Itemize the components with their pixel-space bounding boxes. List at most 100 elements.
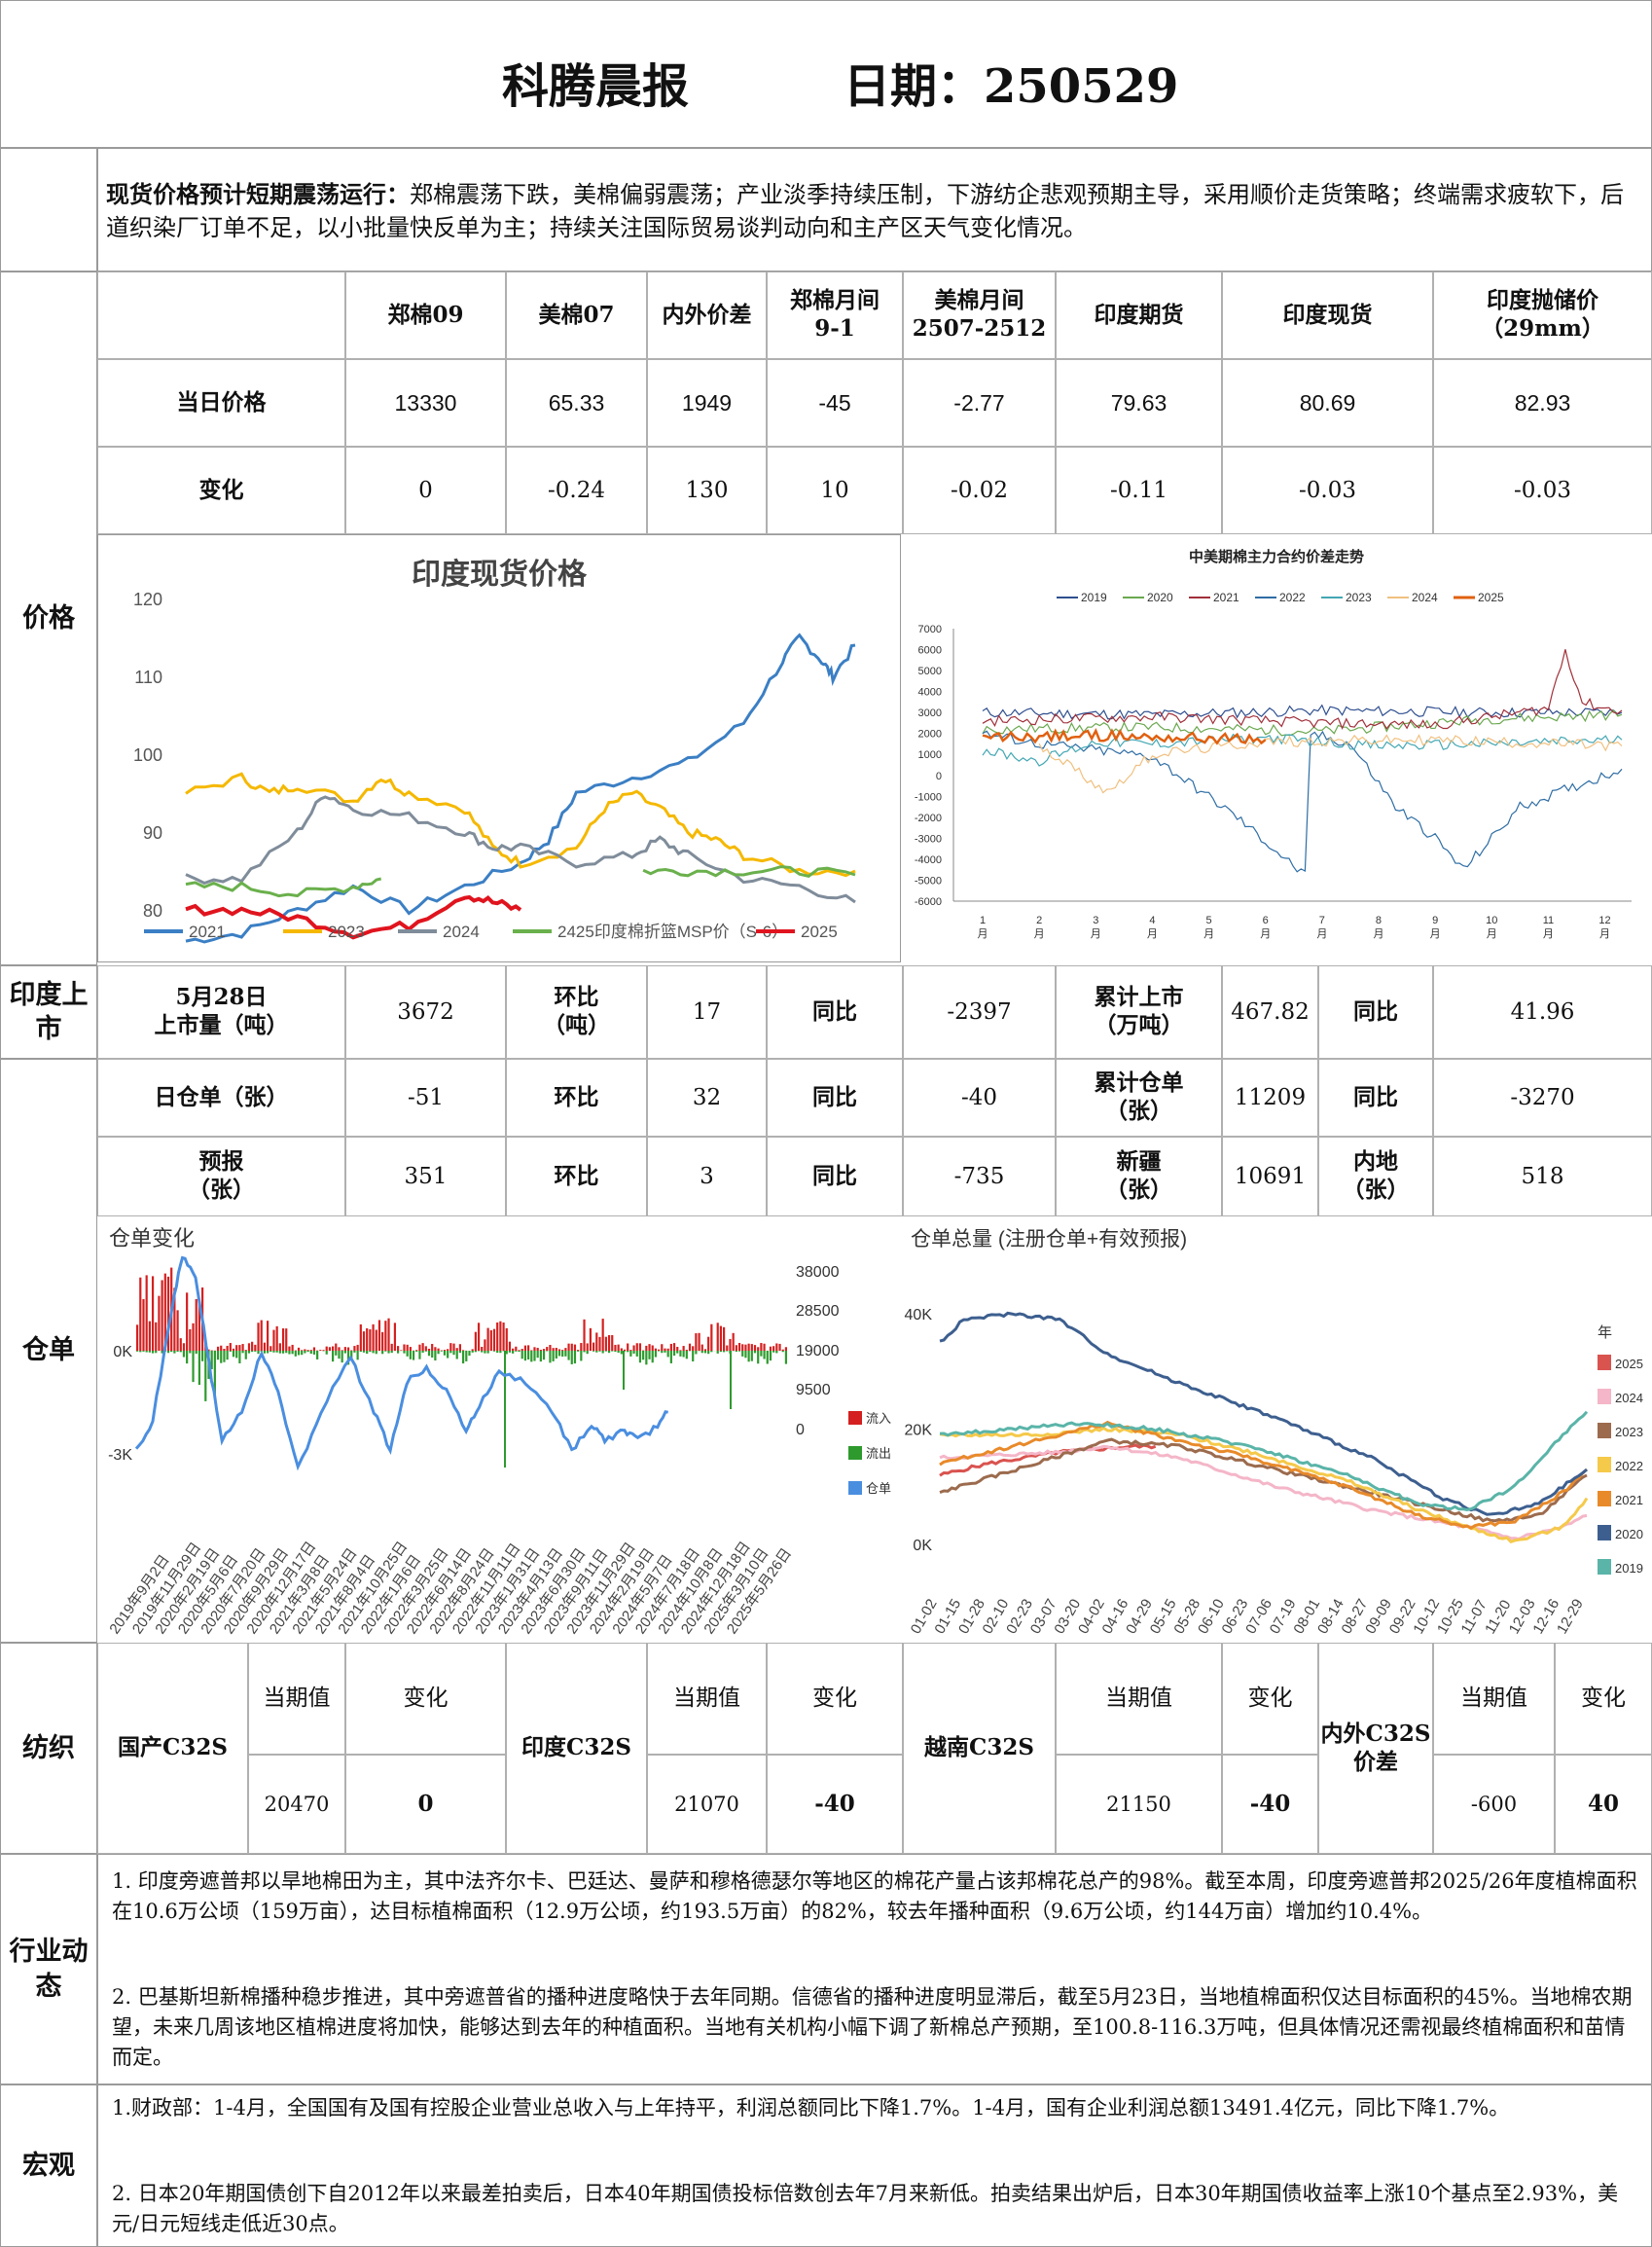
wr-change-outflow-bar	[499, 1351, 502, 1354]
wr-change-outflow-bar	[654, 1351, 658, 1358]
wr-change-inflow-bar	[278, 1343, 281, 1351]
wr-change-y-right-tick: 0	[796, 1422, 805, 1438]
wr-change-inflow-bar	[275, 1325, 278, 1351]
wr-change-outflow-bar	[753, 1351, 757, 1354]
wr-change-inflow-bar	[427, 1348, 431, 1351]
warehouse-r2-cell-7: 新疆 （张）	[1056, 1137, 1222, 1216]
price-header-1: 郑棉09	[345, 272, 506, 359]
india-market-cell-9: 同比	[1318, 965, 1433, 1059]
wr-change-outflow-spike	[504, 1351, 506, 1468]
wr-change-inflow-bar	[719, 1325, 723, 1351]
yarn-name-3: 越南C32S	[903, 1643, 1056, 1854]
wr-change-inflow-bar	[353, 1346, 356, 1351]
wr-change-outflow-bar	[409, 1351, 412, 1359]
india-market-cell-7: 累计上市 （万吨）	[1056, 965, 1222, 1059]
wr-change-inflow-bar	[400, 1350, 403, 1351]
wr-change-inflow-bar	[269, 1346, 272, 1351]
wr-change-outflow-bar	[462, 1351, 465, 1364]
wr-change-inflow-bar	[377, 1320, 381, 1351]
india-legend-label: 2025	[801, 923, 838, 941]
wr-change-outflow-bar	[372, 1351, 375, 1354]
wr-change-outflow-bar	[784, 1351, 788, 1364]
wr-change-inflow-bar	[729, 1338, 732, 1351]
wr-change-outflow-spike	[730, 1351, 732, 1409]
wr-change-outflow-bar	[781, 1351, 784, 1353]
spread-legend-label: 2025	[1478, 591, 1504, 604]
wr-change-outflow-bar	[452, 1351, 455, 1356]
wr-total-series-line	[939, 1426, 1589, 1544]
wr-change-outflow-bar	[384, 1351, 387, 1352]
wr-change-inflow-bar	[580, 1343, 583, 1351]
india-market-cell-4: 17	[647, 965, 767, 1059]
wr-change-outflow-bar	[607, 1351, 611, 1354]
wr-change-inflow-bar	[601, 1319, 604, 1351]
wr-change-outflow-bar	[427, 1351, 431, 1357]
wr-total-legend-swatch	[1598, 1457, 1611, 1472]
wr-change-outflow-bar	[627, 1351, 629, 1353]
wr-change-inflow-bar	[698, 1332, 700, 1351]
wr-change-outflow-bar	[306, 1351, 309, 1353]
wr-change-inflow-bar	[452, 1343, 455, 1351]
wr-change-outflow-bar	[161, 1351, 163, 1354]
wr-change-outflow-bar	[316, 1351, 319, 1359]
wr-change-inflow-bar	[384, 1321, 387, 1351]
spread-x-tick: 8	[1376, 915, 1382, 926]
wr-change-outflow-bar	[390, 1351, 393, 1354]
wr-change-inflow-bar	[648, 1344, 651, 1351]
wr-change-legend-swatch	[848, 1411, 862, 1425]
wr-change-inflow-bar	[254, 1344, 257, 1351]
wr-change-outflow-bar	[760, 1351, 763, 1357]
yarn-header-current-3: 当期值	[1056, 1643, 1222, 1755]
wr-change-inflow-bar	[458, 1344, 462, 1351]
wr-change-outflow-bar	[375, 1351, 377, 1355]
wr-change-inflow-bar	[744, 1344, 747, 1351]
yarn-name-2: 印度C32S	[506, 1643, 647, 1854]
spread-x-tick: 5	[1206, 915, 1212, 926]
wr-change-outflow-bar	[186, 1351, 189, 1364]
wr-change-outflow-bar	[213, 1351, 216, 1395]
wr-change-inflow-bar	[583, 1319, 586, 1351]
wr-change-outflow-bar	[632, 1351, 635, 1354]
wr-total-legend-label: 2021	[1615, 1493, 1643, 1507]
wr-change-inflow-bar	[658, 1349, 661, 1351]
wr-change-total-line	[134, 1255, 668, 1471]
section-price: 价格	[0, 272, 97, 965]
spread-y-tick: 6000	[918, 645, 942, 657]
wr-change-outflow-bar	[195, 1351, 198, 1355]
warehouse-r1-cell-2: -51	[345, 1059, 506, 1137]
industry-box: 1. 印度旁遮普邦以旱地棉田为主，其中法齐尔卡、巴廷达、曼萨和穆格德瑟尔等地区的…	[97, 1854, 1652, 2084]
wr-change-inflow-bar	[263, 1342, 267, 1351]
wr-change-inflow-bar	[346, 1347, 350, 1351]
wr-change-inflow-bar	[747, 1343, 750, 1351]
wr-change-outflow-bar	[210, 1351, 213, 1369]
wr-change-outflow-bar	[332, 1351, 335, 1362]
wr-total-legend-swatch	[1598, 1559, 1611, 1575]
warehouse-r1-cell-5: 同比	[767, 1059, 903, 1137]
wr-change-outflow-bar	[418, 1351, 421, 1359]
wr-change-inflow-bar	[595, 1332, 598, 1351]
wr-change-outflow-bar	[223, 1351, 226, 1362]
yarn-value-current-4: -600	[1433, 1755, 1555, 1854]
warehouse-r1-cell-8: 11209	[1222, 1059, 1318, 1137]
price-row2-label: 变化	[97, 447, 345, 534]
yarn-value-current-3: 21150	[1056, 1755, 1222, 1854]
wr-change-inflow-bar	[732, 1332, 735, 1351]
wr-change-outflow-bar	[672, 1351, 676, 1357]
wr-change-outflow-bar	[468, 1351, 471, 1357]
wr-change-inflow-bar	[700, 1344, 703, 1351]
wr-change-inflow-bar	[707, 1336, 710, 1351]
wr-change-outflow-bar	[573, 1351, 577, 1364]
spread-legend-label: 2020	[1147, 591, 1173, 604]
wr-change-outflow-bar	[440, 1351, 443, 1352]
wr-change-outflow-bar	[561, 1351, 564, 1358]
wr-change-outflow-bar	[424, 1351, 427, 1352]
spread-x-tick: 2	[1036, 915, 1042, 926]
wr-change-inflow-bar	[533, 1347, 536, 1351]
wr-change-outflow-bar	[309, 1351, 312, 1355]
wr-change-inflow-bar	[530, 1350, 533, 1351]
wr-change-outflow-bar	[521, 1351, 523, 1359]
wr-change-inflow-bar	[341, 1350, 343, 1351]
wr-change-inflow-bar	[763, 1343, 766, 1351]
spread-series-line	[982, 733, 1623, 767]
wr-change-outflow-bar	[648, 1351, 651, 1359]
